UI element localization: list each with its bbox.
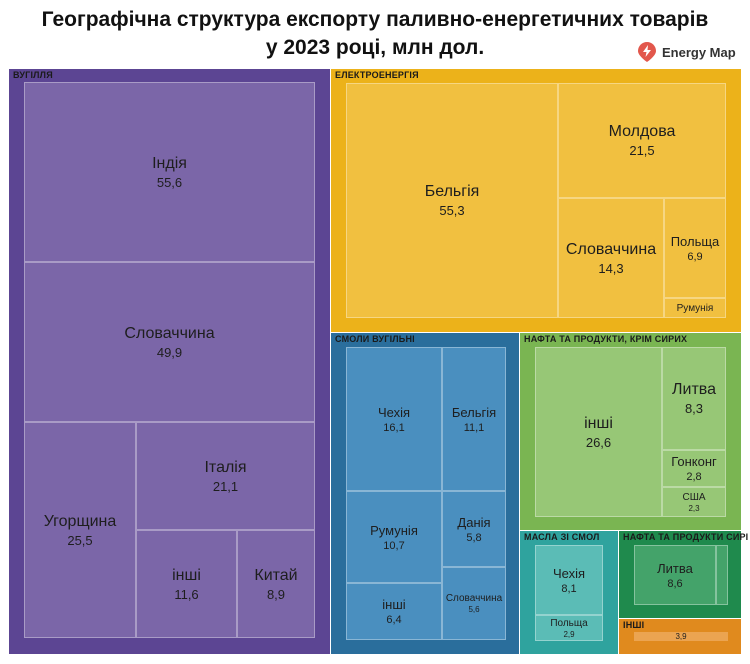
cell-value: 10,7: [383, 539, 405, 552]
cell-value: 8,6: [667, 577, 683, 590]
chart-title-line2: у 2023 році, млн дол.: [265, 36, 485, 59]
chart-title-line1: Географічна структура експорту паливно-е…: [41, 8, 709, 31]
cell-name: інші: [172, 566, 201, 584]
cell-name: Румунія: [370, 522, 418, 538]
group-label: СМОЛИ ВУГІЛЬНІ: [335, 334, 415, 344]
treemap-cell: Словаччина 49,9: [24, 262, 315, 422]
group-oil-products: НАФТА ТА ПРОДУКТИ, КРІМ СИРИХ інші 26,6 …: [520, 333, 741, 530]
treemap-cell: Гонконг 2,8: [662, 450, 726, 487]
group-crude-oil: НАФТА ТА ПРОДУКТИ СИРІ Литва 8,6: [619, 531, 748, 618]
treemap-cell: США 2,3: [662, 487, 726, 517]
cell-value: 16,1: [383, 421, 405, 434]
treemap-cell: Румунія: [664, 298, 726, 318]
cell-name: Угорщина: [43, 512, 117, 530]
treemap-cell: Румунія 10,7: [346, 491, 442, 583]
group-label: НАФТА ТА ПРОДУКТИ, КРІМ СИРИХ: [524, 334, 688, 344]
cell-name: інші: [584, 414, 613, 432]
treemap-cell: Данія 5,8: [442, 491, 506, 567]
cell-value: 6,9: [687, 250, 703, 263]
cell-name: Італія: [204, 458, 247, 476]
cell-name: Молдова: [608, 123, 676, 140]
cell-name: інші: [382, 597, 406, 612]
cell-name: Данія: [457, 514, 491, 530]
treemap-cell: Литва 8,6: [634, 545, 716, 605]
treemap-cell: Індія 55,6: [24, 82, 315, 262]
group-coal-tar: СМОЛИ ВУГІЛЬНІ Чехія 16,1 Бельгія 11,1 Р…: [331, 333, 519, 654]
group-label: МАСЛА ЗІ СМОЛ: [524, 532, 600, 542]
brand-logo: Energy Map: [638, 42, 736, 62]
cell-name: Індія: [152, 154, 187, 172]
cell-value: 3,9: [675, 632, 687, 641]
cell-value: 49,9: [156, 344, 183, 360]
cell-value: 5,6: [468, 605, 480, 614]
treemap-cell: [716, 545, 728, 605]
cell-value: 11,1: [463, 421, 485, 434]
cell-name: Бельгія: [424, 183, 480, 200]
treemap-cell: Китай 8,9: [237, 530, 315, 638]
treemap-cell: 3,9: [634, 632, 728, 641]
treemap-cell: Словаччина 5,6: [442, 567, 506, 640]
group-other: ІНШІ 3,9: [619, 619, 741, 654]
cell-value: 25,5: [67, 532, 93, 548]
treemap-cell: Молдова 21,5: [558, 83, 726, 198]
treemap-cell: Чехія 16,1: [346, 347, 442, 491]
cell-name: Польща: [550, 617, 588, 629]
cell-value: 26,6: [585, 434, 612, 450]
treemap-cell: інші 11,6: [136, 530, 237, 638]
cell-name: Бельгія: [451, 404, 497, 420]
cell-value: 2,9: [563, 629, 575, 639]
cell-value: 8,3: [684, 401, 704, 416]
treemap-cell: Чехія 8,1: [535, 545, 603, 615]
group-label: ЕЛЕКТРОЕНЕРГІЯ: [335, 70, 419, 80]
treemap-cell: Польща 6,9: [664, 198, 726, 298]
cell-value: 8,1: [561, 582, 577, 595]
treemap-cell: Бельгія 11,1: [442, 347, 506, 491]
group-label: ІНШІ: [623, 620, 645, 630]
cell-value: 2,8: [686, 471, 702, 483]
cell-name: Словаччина: [124, 324, 215, 342]
cell-name: Китай: [254, 566, 298, 584]
cell-name: Чехія: [377, 404, 411, 420]
cell-value: 55,3: [439, 203, 465, 218]
group-tar-oils: МАСЛА ЗІ СМОЛ Чехія 8,1 Польща 2,9: [520, 531, 618, 654]
treemap-cell: Італія 21,1: [136, 422, 315, 530]
cell-name: Гонконг: [671, 454, 717, 469]
cell-name: Литва: [657, 560, 693, 576]
cell-value: 11,6: [174, 586, 199, 602]
cell-value: 14,3: [598, 260, 624, 276]
cell-value: 21,1: [212, 478, 239, 494]
treemap-cell: Словаччина 14,3: [558, 198, 664, 318]
treemap-cell: інші 26,6: [535, 347, 662, 517]
treemap-cell: Угорщина 25,5: [24, 422, 136, 638]
cell-value: 6,4: [386, 614, 402, 626]
cell-name: США: [682, 491, 706, 503]
cell-name: Словаччина: [445, 593, 503, 604]
cell-value: 21,5: [629, 143, 655, 158]
cell-name: Польща: [670, 233, 720, 249]
treemap-cell: Литва 8,3: [662, 347, 726, 450]
group-label: ВУГІЛЛЯ: [13, 70, 53, 80]
cell-name: Литва: [672, 381, 716, 398]
cell-name: Чехія: [552, 565, 586, 581]
treemap-cell: інші 6,4: [346, 583, 442, 640]
group-coal: ВУГІЛЛЯ Індія 55,6 Словаччина 49,9 Угорщ…: [9, 69, 330, 654]
lightning-pin-icon: [638, 42, 656, 62]
cell-value: 8,9: [266, 586, 286, 602]
cell-name: Румунія: [676, 302, 714, 314]
cell-value: 2,3: [688, 503, 700, 513]
treemap-cell: Бельгія 55,3: [346, 83, 558, 318]
cell-value: 55,6: [156, 174, 183, 190]
cell-name: Словаччина: [565, 240, 657, 258]
brand-name: Energy Map: [662, 44, 736, 60]
group-electricity: ЕЛЕКТРОЕНЕРГІЯ Бельгія 55,3 Молдова 21,5…: [331, 69, 741, 332]
treemap-cell: Польща 2,9: [535, 615, 603, 641]
group-label: НАФТА ТА ПРОДУКТИ СИРІ: [623, 532, 749, 542]
cell-value: 5,8: [466, 531, 482, 544]
